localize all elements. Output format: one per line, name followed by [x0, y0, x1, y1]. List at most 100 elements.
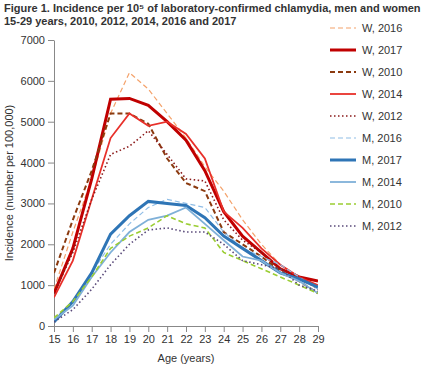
tick: 23 [199, 326, 211, 345]
tick-mark [48, 203, 54, 204]
legend-swatch [330, 93, 356, 95]
tick-label: 16 [67, 333, 79, 345]
tick: 17 [86, 326, 98, 345]
tick-label: 5000 [21, 116, 45, 128]
legend: W, 2016 W, 2017 W, 2010 W, 2014 W, 2012 M, 20… [330, 22, 402, 232]
legend-swatch [330, 27, 356, 28]
legend-item: M, 2017 [330, 154, 402, 166]
legend-label: W, 2017 [362, 44, 402, 56]
legend-item: M, 2010 [330, 198, 402, 210]
axis-line [54, 41, 55, 327]
tick-mark [48, 40, 54, 41]
tick: 24 [218, 326, 230, 345]
tick-label: 22 [180, 333, 192, 345]
legend-label: W, 2012 [362, 110, 402, 122]
legend-label: M, 2012 [362, 220, 402, 232]
tick-label: 15 [48, 333, 60, 345]
tick-mark [129, 326, 130, 332]
legend-label: M, 2010 [362, 198, 402, 210]
legend-item: M, 2014 [330, 176, 402, 188]
y-axis-title: Incidence (number per 100,000) [3, 105, 15, 262]
chart-svg: Figure 1. Incidence per 10⁵ of laborator… [0, 0, 440, 373]
series-line [54, 201, 318, 322]
tick: 29 [312, 326, 324, 345]
tick: 2000 [21, 238, 54, 250]
title-line: 15-29 years, 2010, 2012, 2014, 2016 and … [4, 15, 236, 27]
tick-label: 6000 [21, 75, 45, 87]
tick-label: 26 [256, 333, 268, 345]
tick-mark [280, 326, 281, 332]
tick-mark [167, 326, 168, 332]
tick-label: 7000 [21, 34, 45, 46]
tick: 1000 [21, 279, 54, 291]
tick: 27 [275, 326, 287, 345]
tick-label: 23 [199, 333, 211, 345]
chart-container: Figure 1. Incidence per 10⁵ of laborator… [0, 0, 440, 373]
legend-label: W, 2010 [362, 66, 402, 78]
tick-mark [243, 326, 244, 332]
legend-item: W, 2014 [330, 88, 402, 100]
tick-label: 2000 [21, 238, 45, 250]
legend-item: W, 2016 [330, 22, 402, 34]
legend-item: W, 2012 [330, 110, 402, 122]
tick: 28 [294, 326, 306, 345]
tick-label: 0 [39, 320, 45, 332]
tick: 22 [180, 326, 192, 345]
tick: 0 [39, 320, 54, 332]
tick-label: 4000 [21, 157, 45, 169]
tick-mark [299, 326, 300, 332]
tick-mark [261, 326, 262, 332]
legend-swatch [330, 159, 356, 162]
tick: 15 [48, 326, 60, 345]
legend-swatch [330, 203, 356, 205]
tick-mark [48, 285, 54, 286]
tick-label: 21 [162, 333, 174, 345]
legend-swatch [330, 181, 356, 183]
tick-mark [73, 326, 74, 332]
legend-swatch [330, 225, 356, 227]
tick: 26 [256, 326, 268, 345]
tick-label: 3000 [21, 197, 45, 209]
tick-label: 1000 [21, 279, 45, 291]
tick-label: 24 [218, 333, 230, 345]
tick: 20 [143, 326, 155, 345]
series-line [54, 199, 318, 320]
tick: 19 [124, 326, 136, 345]
tick: 3000 [21, 197, 54, 209]
tick: 7000 [21, 34, 54, 46]
tick-label: 27 [275, 333, 287, 345]
lines [54, 73, 318, 322]
tick-label: 25 [237, 333, 249, 345]
tick-mark [48, 81, 54, 82]
tick-mark [186, 326, 187, 332]
x-axis-title: Age (years) [158, 352, 215, 364]
tick-mark [205, 326, 206, 332]
legend-label: M, 2017 [362, 154, 402, 166]
legend-swatch [330, 115, 356, 117]
tick: 5000 [21, 116, 54, 128]
tick-mark [48, 326, 54, 327]
tick: 21 [162, 326, 174, 345]
tick-mark [224, 326, 225, 332]
legend-label: W, 2016 [362, 22, 402, 34]
tick-label: 20 [143, 333, 155, 345]
title: Figure 1. Incidence per 10⁵ of laborator… [4, 2, 421, 27]
series-line [54, 228, 318, 322]
x-axis: 15 16 17 18 19 20 21 22 23 24 25 26 27 28 29 [48, 326, 324, 345]
tick-label: 18 [105, 333, 117, 345]
tick-mark [318, 326, 319, 332]
series-line [54, 73, 318, 290]
tick-label: 17 [86, 333, 98, 345]
plot: 15 16 17 18 19 20 21 22 23 24 25 26 27 28 29 0 1000 2000 3… [21, 34, 325, 364]
series-line [54, 208, 318, 320]
tick: 4000 [21, 157, 54, 169]
legend-item: W, 2017 [330, 44, 402, 56]
tick-label: 28 [294, 333, 306, 345]
legend-swatch [330, 49, 356, 52]
tick-mark [148, 326, 149, 332]
legend-item: M, 2016 [330, 132, 402, 144]
legend-label: W, 2014 [362, 88, 402, 100]
legend-label: M, 2014 [362, 176, 402, 188]
tick-mark [54, 326, 55, 332]
tick-mark [48, 244, 54, 245]
